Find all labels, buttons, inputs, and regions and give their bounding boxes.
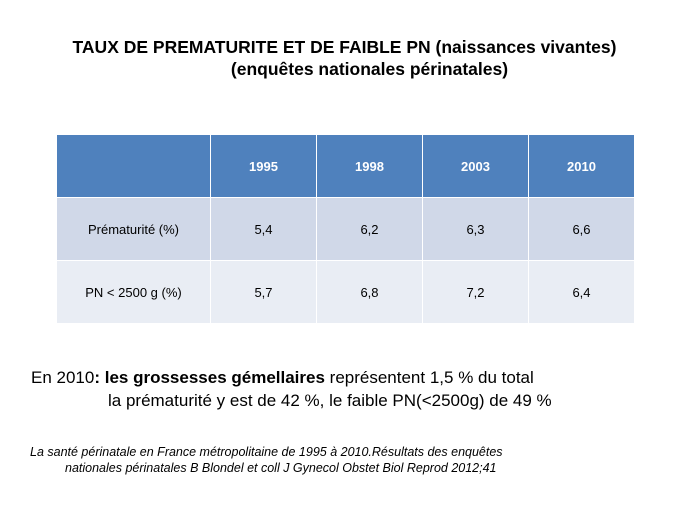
note-rest: représentent 1,5 % du total (324, 368, 534, 387)
table-row-prematurite: Prématurité (%) 5,4 6,2 6,3 6,6 (56, 197, 635, 261)
reference-line-1: La santé périnatale en France métropolit… (30, 445, 503, 459)
slide-title: TAUX DE PREMATURITE ET DE FAIBLE PN (nai… (0, 36, 689, 80)
header-cell-1995: 1995 (210, 134, 317, 198)
table-cell: 7,2 (422, 260, 529, 324)
rates-table: 1995 1998 2003 2010 Prématurité (%) 5,4 … (56, 134, 635, 324)
reference-citation: La santé périnatale en France métropolit… (30, 444, 503, 476)
table-cell: 6,6 (528, 197, 635, 261)
row-label: PN < 2500 g (%) (56, 260, 211, 324)
header-cell-1998: 1998 (316, 134, 423, 198)
table-cell: 6,2 (316, 197, 423, 261)
table-cell: 6,8 (316, 260, 423, 324)
reference-line-2: nationales périnatales B Blondel et coll… (65, 461, 497, 475)
title-line-1: TAUX DE PREMATURITE ET DE FAIBLE PN (nai… (72, 37, 617, 57)
twin-pregnancy-note: En 2010: les grossesses gémellaires repr… (31, 366, 552, 412)
note-prefix: En 2010 (31, 368, 95, 387)
note-line-1: En 2010: les grossesses gémellaires repr… (31, 366, 552, 389)
note-line-2: la prématurité y est de 42 %, le faible … (108, 391, 552, 410)
note-bold: : les grossesses gémellaires (94, 368, 325, 387)
header-cell-empty (56, 134, 211, 198)
table-cell: 5,4 (210, 197, 317, 261)
title-line-2: (enquêtes nationales périnatales) (230, 59, 509, 79)
table-header-row: 1995 1998 2003 2010 (56, 134, 635, 198)
table-cell: 6,3 (422, 197, 529, 261)
table-cell: 6,4 (528, 260, 635, 324)
table-cell: 5,7 (210, 260, 317, 324)
header-cell-2003: 2003 (422, 134, 529, 198)
header-cell-2010: 2010 (528, 134, 635, 198)
row-label: Prématurité (%) (56, 197, 211, 261)
table-row-faible-pn: PN < 2500 g (%) 5,7 6,8 7,2 6,4 (56, 260, 635, 324)
